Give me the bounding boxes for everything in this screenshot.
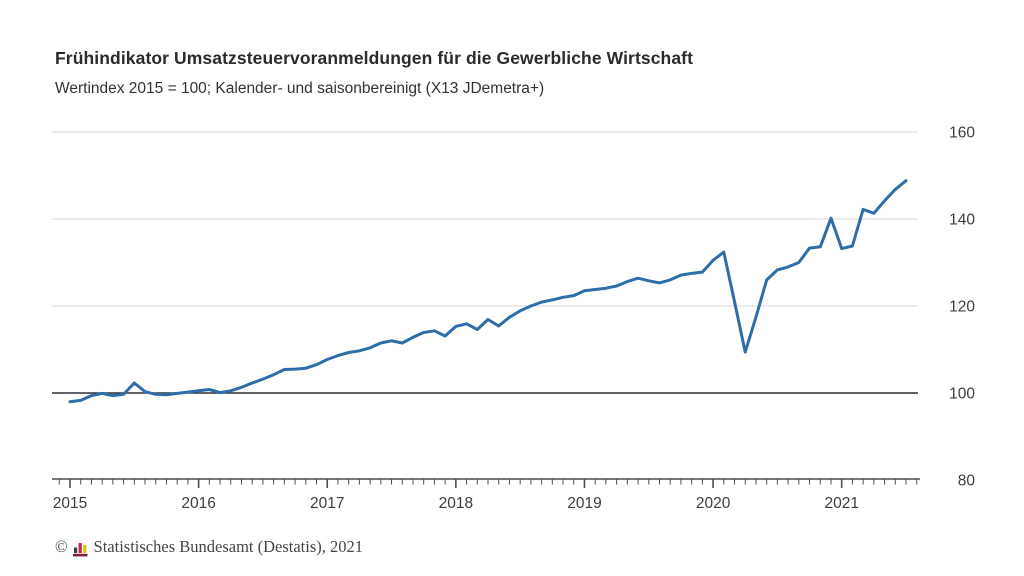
x-axis-year-label: 2016 xyxy=(181,495,215,512)
y-axis-tick-label: 80 xyxy=(958,473,976,490)
y-axis-tick-label: 160 xyxy=(949,125,975,142)
chart-subtitle: Wertindex 2015 = 100; Kalender- und sais… xyxy=(55,80,545,97)
x-axis-year-label: 2015 xyxy=(53,495,87,512)
y-axis-tick-label: 100 xyxy=(949,386,975,403)
chart-title: Frühindikator Umsatzsteuervoranmeldungen… xyxy=(55,48,694,68)
x-axis-year-label: 2019 xyxy=(567,495,601,512)
source-note: © Statistisches Bundesamt (Destatis), 20… xyxy=(55,537,363,557)
x-axis-year-label: 2017 xyxy=(310,495,344,512)
source-text: Statistisches Bundesamt (Destatis), 2021 xyxy=(93,537,364,556)
destatis-bar-chart-logo-icon xyxy=(72,542,88,556)
x-axis-year-label: 2018 xyxy=(439,495,473,512)
copyright-symbol: © xyxy=(55,537,68,556)
y-axis-tick-label: 120 xyxy=(949,299,975,316)
index-series-line xyxy=(68,179,908,404)
y-axis-tick-label: 140 xyxy=(949,212,975,229)
x-axis-year-label: 2021 xyxy=(824,495,858,512)
x-axis-year-label: 2020 xyxy=(696,495,731,512)
